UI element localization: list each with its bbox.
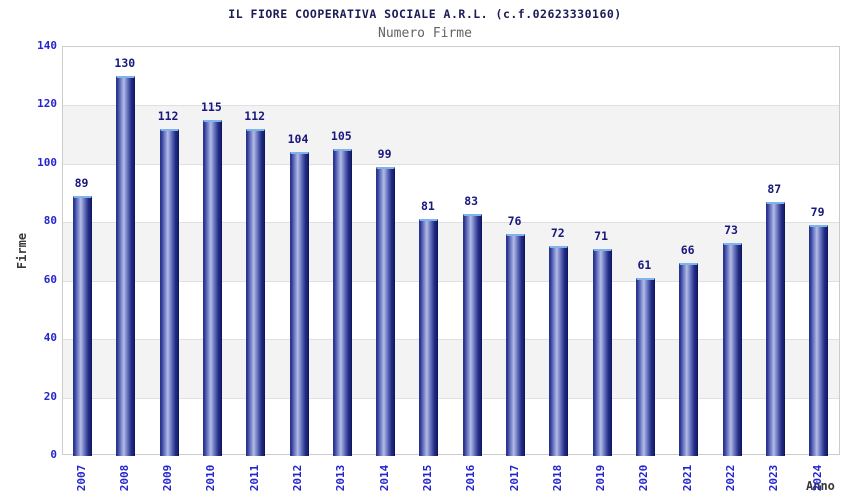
bar-2022: [722, 243, 742, 456]
y-tick-label: 60: [43, 272, 57, 286]
grid-band: [63, 105, 839, 164]
bar-value-label: 105: [330, 129, 352, 143]
bar-2016: [462, 214, 482, 456]
bar-value-label: 87: [767, 182, 782, 196]
x-axis-title: Anno: [806, 479, 835, 493]
y-axis-title: Firme: [15, 232, 29, 270]
bar-2008: [116, 76, 136, 456]
bar-value-label: 89: [74, 176, 89, 190]
bar-2013: [332, 149, 352, 456]
y-tick-label: 80: [43, 214, 57, 228]
x-tick-label: 2023: [767, 464, 781, 492]
x-tick-label: 2011: [247, 464, 261, 492]
x-tick-label: 2012: [291, 464, 304, 492]
bar-2011: [246, 129, 266, 456]
bar-value-label: 76: [507, 214, 522, 228]
bar-2017: [506, 234, 525, 456]
bar-value-label: 112: [157, 109, 179, 123]
bar-2018: [549, 246, 569, 456]
bar-value-label: 66: [680, 243, 695, 257]
x-tick-label: 2010: [204, 464, 218, 492]
grid-line: [63, 222, 839, 224]
plot-area: [62, 46, 840, 456]
chart-subtitle: Numero Firme: [378, 26, 472, 41]
x-tick-label: 2015: [420, 464, 434, 492]
bar-value-label: 71: [594, 229, 609, 243]
chart-title: IL FIORE COOPERATIVA SOCIALE A.R.L. (c.f…: [228, 7, 622, 21]
x-tick-label: 2007: [74, 464, 88, 492]
bar-2021: [679, 263, 699, 456]
bar-value-label: 72: [550, 226, 565, 240]
bar-value-label: 61: [637, 258, 652, 272]
x-tick-label: 2024: [810, 464, 824, 492]
bar-value-label: 83: [464, 194, 479, 208]
bar-2015: [419, 219, 439, 456]
bar-2019: [592, 249, 612, 456]
x-tick-label: 2016: [464, 464, 478, 492]
x-tick-label: 2021: [680, 464, 694, 492]
y-tick-label: 120: [37, 97, 57, 111]
bar-value-label: 112: [244, 109, 266, 123]
bar-2014: [376, 167, 396, 456]
x-tick-label: 2014: [377, 464, 391, 492]
x-tick-label: 2022: [724, 464, 737, 492]
bar-value-label: 81: [420, 199, 435, 213]
bar-2012: [289, 152, 309, 456]
bar-2009: [159, 129, 179, 456]
y-tick-label: 140: [37, 39, 57, 52]
x-tick-label: 2019: [594, 464, 608, 492]
bar-2024: [809, 225, 829, 456]
grid-band: [63, 222, 839, 281]
x-tick-label: 2009: [161, 464, 175, 492]
x-tick-label: 2008: [117, 464, 131, 492]
bar-2007: [73, 196, 92, 456]
y-tick-label: 100: [37, 155, 57, 169]
grid-line: [63, 339, 839, 341]
bar-value-label: 130: [114, 56, 136, 70]
grid-line: [63, 105, 839, 107]
bar-2023: [765, 202, 785, 456]
grid-line: [63, 280, 839, 282]
grid-line: [63, 397, 839, 399]
x-tick-label: 2018: [550, 464, 564, 492]
bar-value-label: 99: [377, 147, 392, 161]
bar-value-label: 104: [287, 132, 309, 146]
grid-line: [63, 163, 839, 165]
y-tick-label: 40: [43, 331, 57, 345]
x-tick-label: 2017: [507, 464, 521, 492]
bar-2010: [202, 120, 222, 456]
bar-value-label: 115: [201, 100, 222, 114]
y-tick-label: 20: [43, 389, 57, 403]
grid-band: [63, 339, 839, 398]
bar-value-label: 79: [810, 205, 825, 219]
bar-2020: [635, 278, 655, 456]
x-tick-label: 2013: [334, 464, 348, 492]
x-tick-label: 2020: [637, 464, 651, 492]
y-tick-label: 0: [50, 448, 57, 461]
bar-value-label: 73: [724, 223, 738, 237]
